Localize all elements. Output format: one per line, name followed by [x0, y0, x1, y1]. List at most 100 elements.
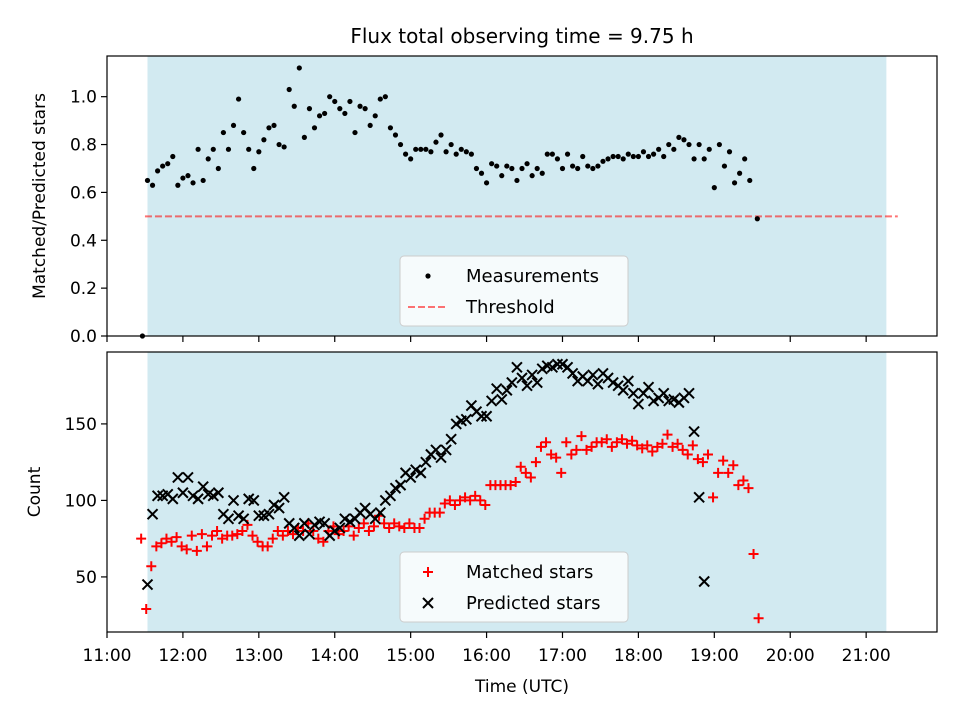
predicted-star-point — [632, 398, 645, 410]
measurement-point — [590, 165, 596, 172]
measurement-point — [575, 165, 581, 172]
predicted-star-point — [288, 522, 300, 534]
measurement-point — [600, 158, 606, 164]
measurement-point — [425, 273, 431, 279]
measurement-point — [144, 177, 151, 184]
measurement-point — [494, 163, 500, 169]
measurement-point — [671, 146, 677, 152]
measurement-point — [367, 122, 373, 129]
measurement-point — [686, 141, 692, 148]
measurement-point — [210, 146, 216, 152]
measurement-point — [160, 163, 166, 169]
measurement-point — [564, 151, 571, 157]
matched-star-point — [434, 507, 445, 518]
measurement-point — [165, 161, 171, 167]
measurement-point — [322, 110, 328, 117]
measurement-point — [559, 165, 566, 172]
measurement-point — [256, 149, 262, 155]
measurement-point — [529, 173, 535, 179]
predicted-star-point — [339, 513, 351, 525]
measurement-point — [195, 146, 201, 152]
matched-star-point — [713, 467, 724, 478]
predicted-star-point — [232, 510, 245, 522]
measurement-point — [656, 146, 662, 152]
measurement-point — [468, 151, 474, 157]
predicted-star-point — [592, 378, 604, 390]
predicted-star-point — [698, 575, 710, 588]
measurement-point — [418, 146, 424, 152]
measurement-point — [332, 98, 338, 105]
predicted-star-point — [668, 393, 680, 406]
y-tick-label: 100 — [65, 491, 97, 511]
predicted-star-point — [222, 513, 235, 525]
measurement-point — [711, 185, 717, 191]
predicted-star-point — [647, 395, 660, 407]
predicted-star-point — [430, 444, 442, 456]
predicted-star-point — [501, 384, 513, 396]
predicted-star-point — [460, 413, 473, 426]
axes-frame — [106, 55, 938, 337]
predicted-star-point — [263, 508, 275, 520]
matched-star-point — [146, 561, 157, 572]
predicted-star-point — [693, 491, 705, 504]
matched-star-point — [232, 529, 243, 540]
matched-star-point — [181, 544, 192, 555]
predicted-star-point — [683, 387, 695, 400]
predicted-star-point — [308, 519, 321, 531]
x-tick-label: 16:00 — [462, 646, 511, 666]
matched-star-point — [622, 438, 633, 449]
measurement-point — [483, 180, 490, 186]
measurement-point — [281, 144, 287, 150]
measurement-point — [716, 141, 722, 148]
measurement-point — [666, 141, 672, 148]
predicted-star-point — [177, 487, 189, 499]
measurement-point — [754, 216, 760, 222]
predicted-star-point — [273, 502, 285, 514]
matched-star-point — [571, 444, 582, 455]
predicted-star-point — [167, 493, 179, 505]
matched-star-point — [556, 467, 567, 478]
predicted-star-point — [394, 479, 407, 491]
measurement-point — [726, 149, 733, 155]
matched-star-point — [697, 457, 708, 468]
measurement-point — [225, 146, 232, 152]
matched-star-point — [247, 530, 258, 541]
measurement-point — [580, 153, 586, 160]
matched-star-point — [191, 545, 202, 556]
measurement-point — [625, 151, 631, 157]
matched-star-point — [475, 495, 486, 506]
predicted-star-point — [298, 517, 311, 530]
matched-star-point — [404, 518, 415, 529]
matched-star-point — [551, 452, 562, 463]
matched-star-point — [627, 435, 638, 446]
predicted-star-point — [293, 529, 306, 542]
measurement-point — [261, 137, 267, 143]
predicted-star-point — [475, 410, 488, 422]
matched-star-point — [252, 536, 263, 547]
measurement-point — [650, 151, 657, 157]
matched-star-point — [702, 449, 713, 460]
predicted-star-point — [278, 491, 290, 504]
matched-star-point — [682, 449, 693, 460]
measurement-point — [215, 165, 221, 172]
matched-star-point — [753, 613, 764, 624]
matched-star-point — [601, 434, 612, 445]
matched-star-point — [647, 446, 658, 457]
legend-label: Predicted stars — [466, 593, 600, 614]
predicted-star-point — [526, 369, 538, 381]
measurement-point — [190, 180, 196, 186]
matched-star-point — [166, 536, 177, 547]
matched-star-point — [348, 530, 359, 541]
measurement-point — [554, 156, 561, 162]
predicted-star-point — [536, 363, 548, 375]
measurement-point — [149, 182, 156, 188]
predicted-star-point — [197, 480, 209, 493]
matched-star-point — [272, 526, 283, 537]
measurement-point — [423, 146, 429, 152]
predicted-star-point — [344, 516, 356, 528]
matched-star-point — [652, 441, 663, 452]
predicted-star-point — [587, 369, 599, 381]
matched-star-point — [423, 567, 433, 577]
predicted-star-point — [410, 464, 422, 476]
matched-star-point — [692, 454, 703, 465]
